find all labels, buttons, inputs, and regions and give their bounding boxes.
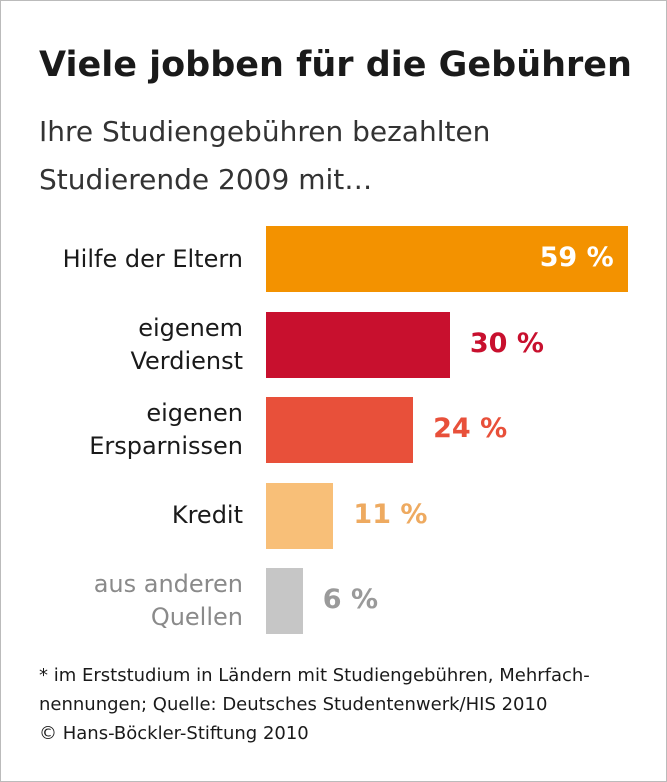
chart-title: Viele jobben für die Gebühren (39, 45, 632, 85)
subtitle: Studierende 2009 mit… (39, 163, 373, 196)
bar (266, 397, 414, 463)
bar (266, 226, 628, 292)
value-label: 59 % (539, 242, 614, 273)
subtitle: Ihre Studiengebühren bezahlten (39, 115, 491, 148)
value-label: 6 % (322, 584, 379, 615)
footnote: nennungen; Quelle: Deutsches Studentenwe… (39, 694, 548, 715)
category-label: Kredit (171, 501, 243, 529)
category-label: eigenem Verdienst (130, 313, 243, 375)
source: © Hans-Böckler-Stiftung 2010 (39, 723, 309, 744)
category-label: aus anderen Quellen (93, 570, 243, 631)
category-label: Hilfe der Eltern (62, 244, 243, 273)
category-label: eigenen Ersparnissen (89, 399, 243, 460)
value-label: 24 % (433, 413, 508, 444)
bar (266, 482, 334, 549)
value-label: 30 % (469, 327, 544, 359)
bar (266, 568, 303, 634)
footnote: * im Erststudium in Ländern mit Studieng… (39, 665, 590, 686)
value-label: 11 % (353, 498, 428, 530)
bar (266, 311, 450, 378)
